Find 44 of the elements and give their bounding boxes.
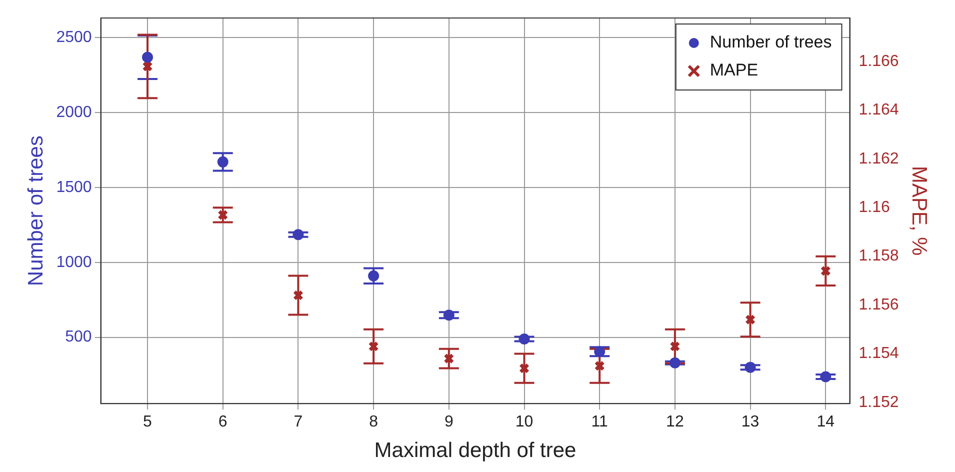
legend-label: MAPE: [710, 60, 758, 80]
y2-tick-label: 1.154: [858, 345, 899, 362]
point: [594, 360, 605, 372]
y-tick-label: 500: [65, 328, 92, 346]
x-tick-label: 8: [369, 414, 378, 431]
x-tick-label: 14: [816, 414, 835, 431]
point: [744, 362, 756, 373]
point: [594, 346, 606, 358]
y2-axis-title: MAPE, %: [908, 166, 931, 256]
x-tick-label: 6: [218, 414, 228, 431]
y-axis-title: Number of trees: [24, 136, 48, 286]
x-tick-label: 10: [515, 414, 534, 431]
point: [820, 266, 831, 276]
y2-tick-label: 1.164: [858, 102, 899, 119]
y2-tick-label: 1.166: [858, 52, 899, 70]
x-tick-label: 9: [444, 414, 454, 431]
point: [142, 52, 154, 63]
point: [368, 341, 379, 352]
point: [443, 310, 454, 321]
y-tick-label: 2000: [56, 104, 92, 121]
point: [669, 357, 680, 368]
point: [142, 61, 153, 72]
point: [518, 363, 530, 374]
y2-tick-label: 1.16: [858, 199, 890, 216]
x-tick-label: 7: [294, 414, 303, 431]
x-tick-label: 11: [591, 414, 608, 431]
y-tick-label: 1500: [56, 178, 92, 196]
x-axis-title: Maximal depth of tree: [374, 439, 576, 462]
y2-tick-label: 1.152: [858, 394, 899, 411]
point: [292, 229, 304, 240]
y2-tick-label: 1.158: [858, 248, 899, 265]
point: [670, 341, 680, 352]
y-tick-label: 1000: [56, 254, 92, 271]
point: [292, 290, 304, 301]
y2-tick-label: 1.162: [858, 150, 899, 168]
point: [820, 371, 832, 382]
x-tick-label: 5: [143, 414, 152, 431]
y-tick-label: 2500: [56, 28, 92, 46]
x-tick-label: 12: [666, 414, 684, 431]
point: [745, 314, 756, 325]
y2-tick-label: 1.156: [858, 296, 899, 314]
point: [518, 333, 530, 344]
x-tick-label: 13: [741, 414, 760, 431]
legend-label: Number of trees: [710, 32, 832, 52]
